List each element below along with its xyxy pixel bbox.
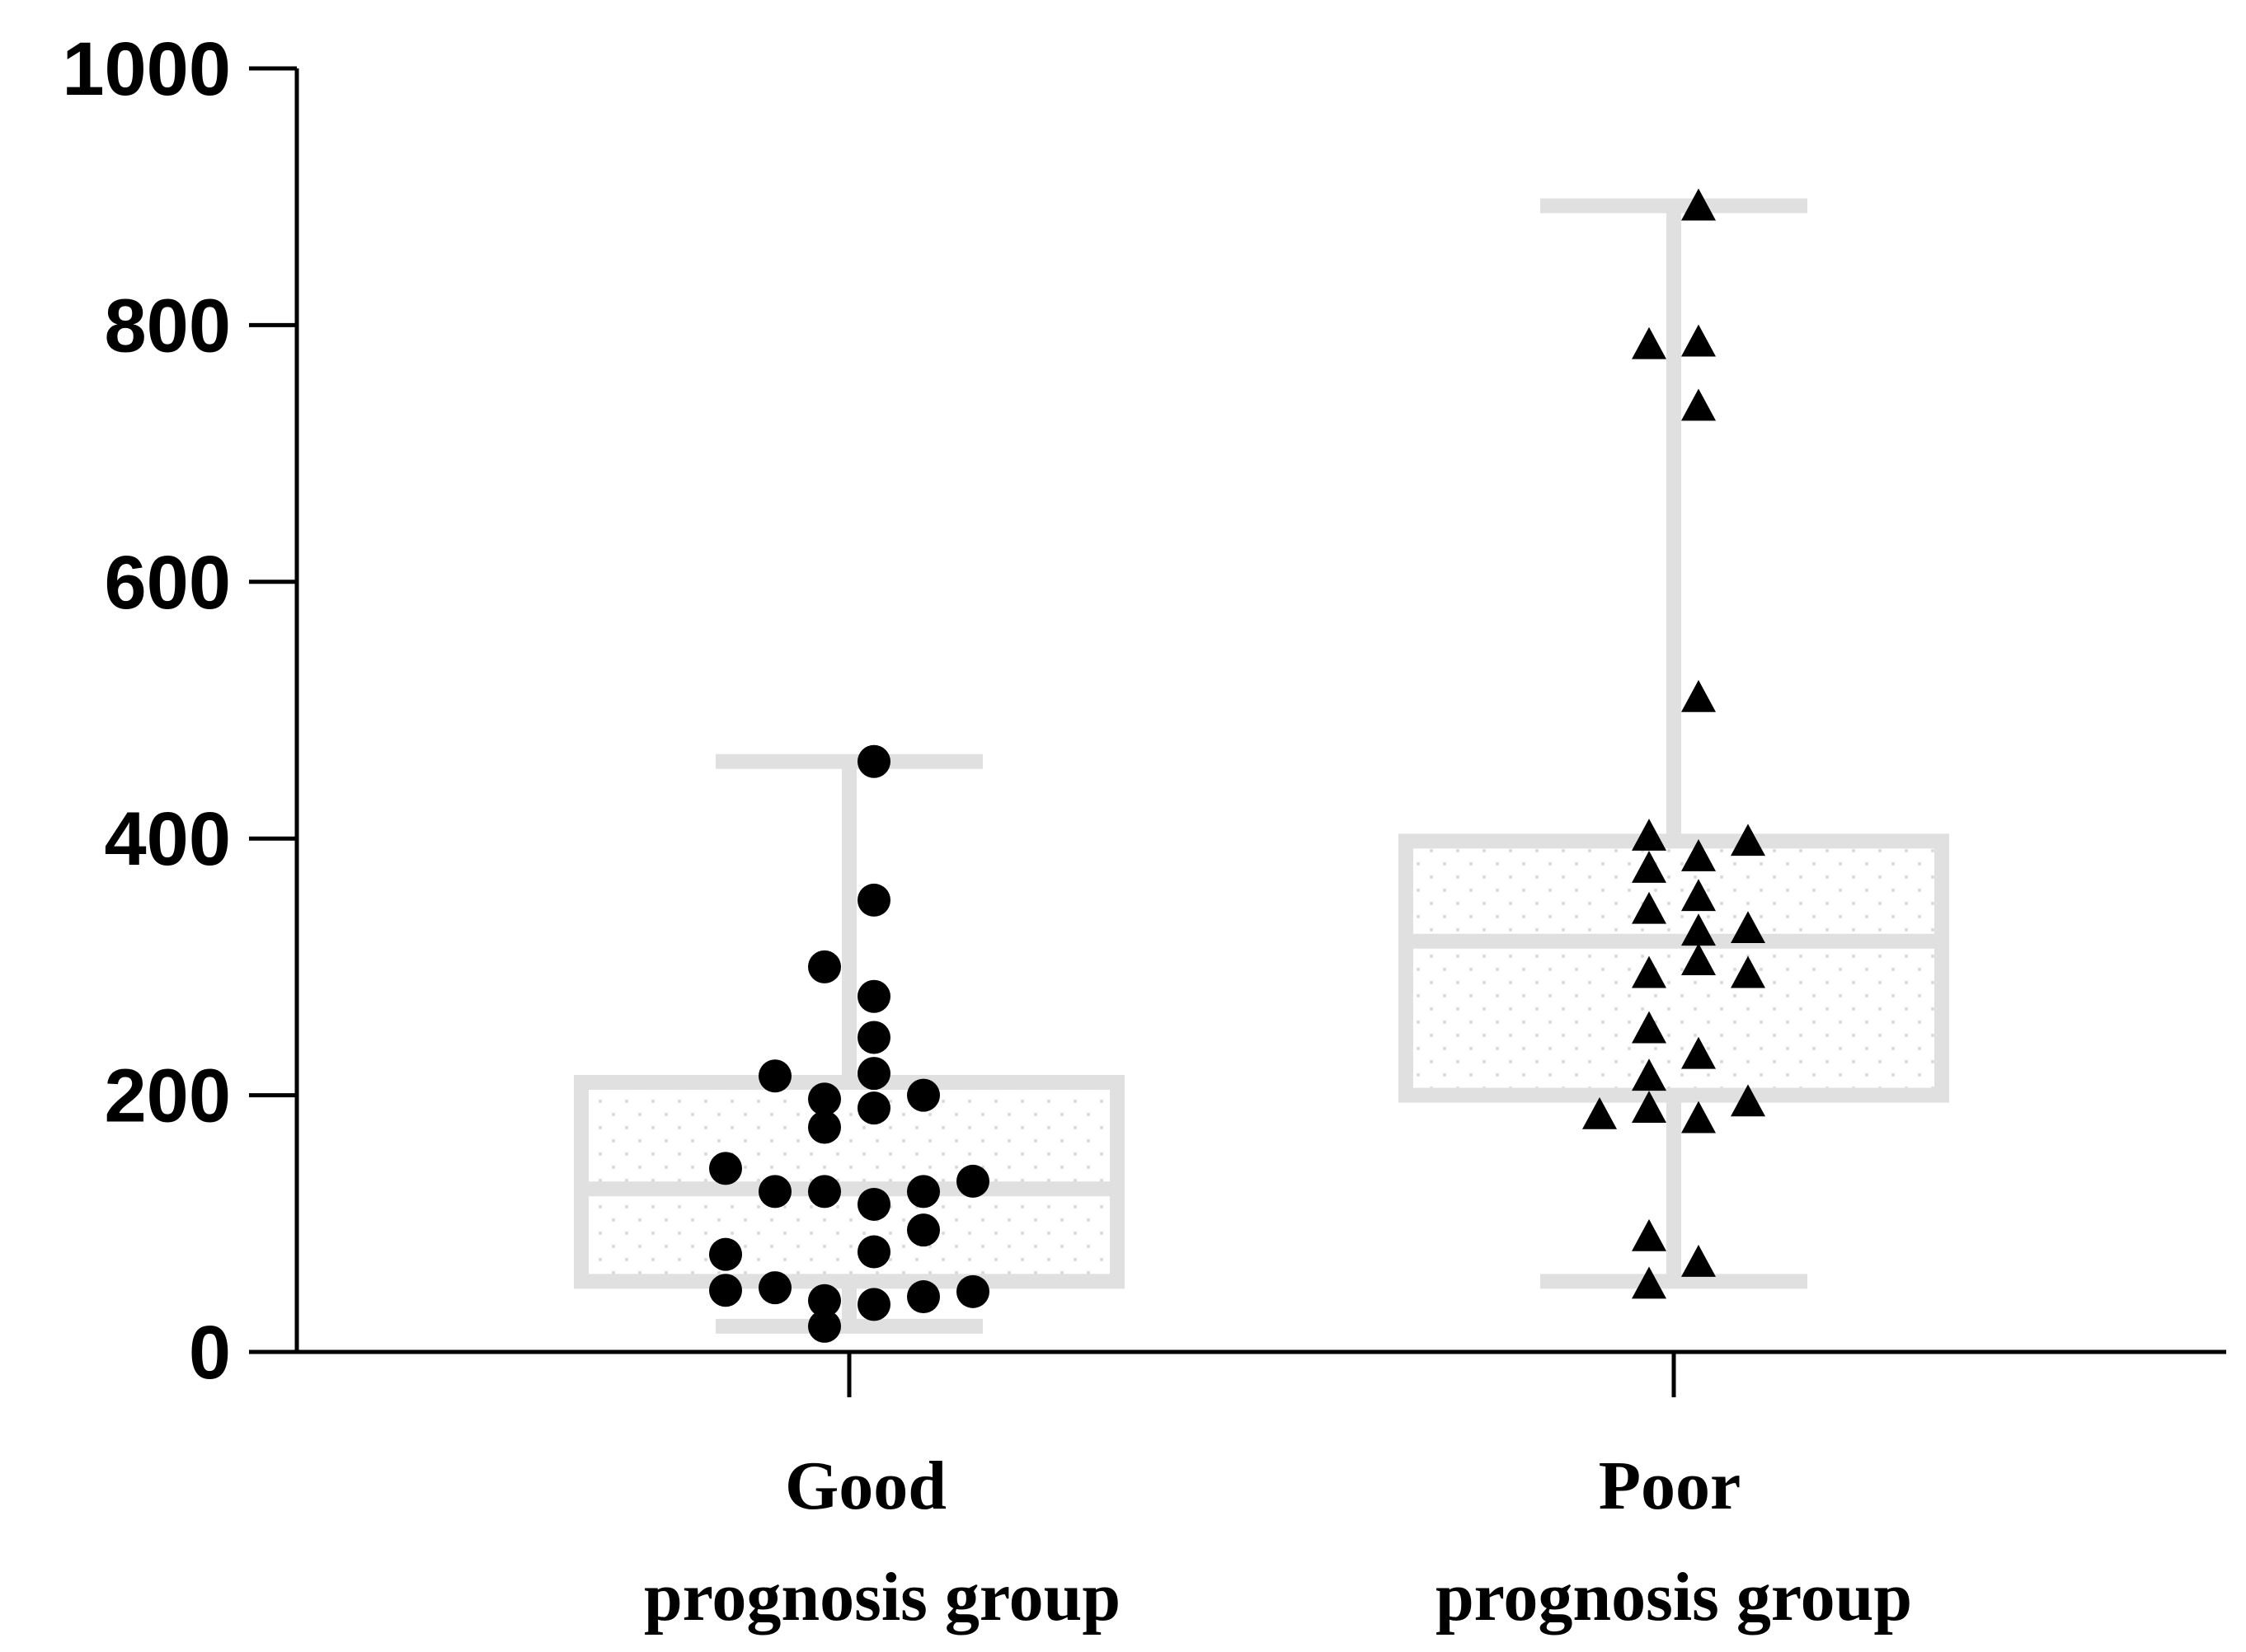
data-point-good [858,979,890,1013]
data-point-good [907,1213,940,1247]
data-point-poor [1731,1084,1765,1117]
labels-layer: Good prognosis group Poor prognosis group 0 2… [62,27,1912,1636]
y-tick-label: 600 [105,541,232,625]
x-tick-label-good-line2: prognosis group [644,1559,1121,1636]
data-point-poor [1681,679,1716,712]
data-point-good [709,1237,742,1271]
data-point-poor [1632,1218,1666,1251]
data-point-good [858,1288,890,1321]
data-point-poor [1681,188,1716,221]
data-point-good [907,1078,940,1112]
data-point-poor [1681,913,1716,946]
data-point-good [858,744,890,778]
points-layer [709,188,1765,1343]
y-tick-label: 0 [189,1311,231,1395]
box-poor [1398,833,1949,1103]
data-point-good [759,1059,792,1093]
data-point-good [709,1152,742,1185]
data-point-good [858,1187,890,1221]
boxes-layer [574,198,1949,1334]
data-point-poor [1681,838,1716,871]
y-tick-label: 1000 [62,27,231,111]
data-point-good [907,1280,940,1314]
y-tick-label: 200 [105,1054,232,1138]
data-point-good [808,1082,841,1116]
data-point-poor [1632,1266,1666,1299]
data-point-good [759,1175,792,1208]
data-point-good [808,1284,841,1317]
y-tick-label: 400 [105,797,232,881]
data-point-poor [1731,955,1765,988]
x-tick-label-poor-line1: Poor [1599,1448,1741,1524]
data-point-good [759,1271,792,1305]
data-point-poor [1632,1091,1666,1124]
data-point-poor [1681,1245,1716,1277]
data-point-poor [1681,324,1716,357]
axes-layer [249,66,2226,1397]
data-point-poor [1681,1101,1716,1133]
data-point-poor [1632,1011,1666,1044]
data-point-poor [1632,955,1666,988]
data-point-poor [1731,824,1765,857]
data-point-poor [1681,879,1716,912]
data-point-poor [1632,891,1666,924]
x-tick-label-good-line1: Good [785,1448,947,1524]
data-point-good [956,1274,989,1308]
data-point-good [907,1175,940,1208]
data-point-poor [1632,1058,1666,1091]
y-tick-label: 800 [105,284,232,368]
data-point-good [858,1235,890,1269]
data-point-poor [1632,851,1666,883]
data-point-good [808,950,841,983]
data-point-poor [1681,388,1716,421]
data-point-good [956,1164,989,1198]
data-point-poor [1681,943,1716,975]
data-point-poor [1632,819,1666,851]
data-point-good [808,1309,841,1343]
data-point-good [709,1274,742,1307]
data-point-good [858,883,890,917]
data-point-poor [1632,326,1666,359]
data-point-good [808,1175,841,1208]
data-point-good [858,1021,890,1054]
data-point-poor [1731,911,1765,944]
data-point-good [808,1110,841,1144]
data-point-poor [1582,1096,1617,1129]
data-point-good [858,1091,890,1125]
data-point-good [858,1057,890,1091]
data-point-poor [1681,1036,1716,1069]
x-tick-label-poor-line2: prognosis group [1435,1559,1912,1636]
